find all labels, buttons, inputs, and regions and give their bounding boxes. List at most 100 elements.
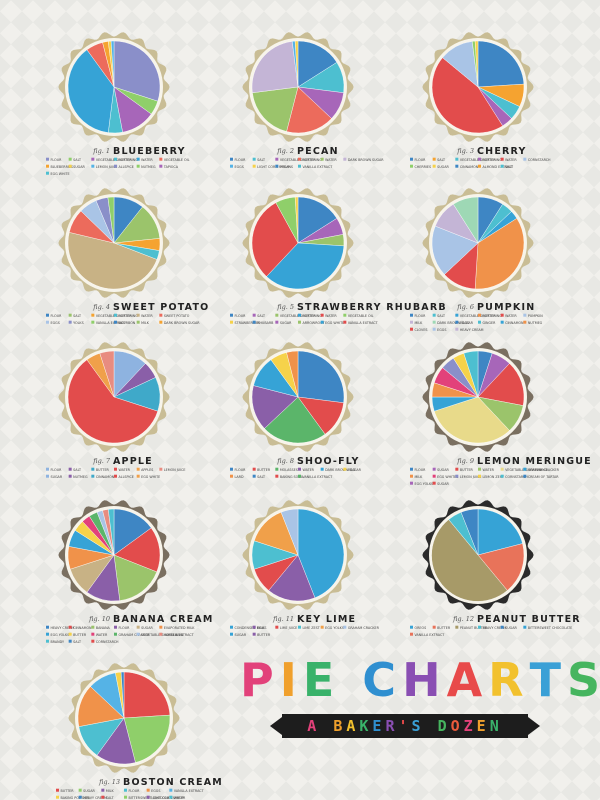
pie-slice [107, 196, 115, 244]
legend-swatch [91, 164, 95, 168]
legend-entry: SUGAR [83, 789, 95, 793]
legend-swatch [114, 632, 117, 636]
legend-swatch [478, 474, 481, 478]
legend-swatch [114, 474, 117, 478]
pie-slice [431, 225, 479, 275]
legend-swatch [410, 327, 413, 331]
pie-slice [297, 40, 338, 88]
legend-swatch [343, 313, 347, 317]
legend-swatch [432, 467, 436, 471]
subtitle-letter [425, 714, 438, 738]
pie-slice [294, 196, 299, 244]
title-letter: P [240, 653, 280, 707]
legend-entry: WATER [325, 314, 337, 318]
legend-swatch [500, 320, 504, 324]
legend-swatch [343, 157, 347, 161]
legend-swatch [136, 632, 140, 636]
legend-entry: MILK [415, 475, 424, 479]
legend-entry: CORNSTARCH [505, 475, 528, 479]
legend-swatch [523, 157, 527, 161]
legend-entry: ALLSPICE [119, 165, 134, 169]
legend-entry: SUGAR [235, 633, 247, 637]
legend-swatch [136, 625, 140, 629]
legend-swatch [68, 467, 72, 471]
legend-swatch [46, 320, 49, 324]
subtitle-letter: A [346, 717, 360, 735]
legend-entry: GRAHAM CRACKER [348, 626, 380, 630]
legend-swatch [410, 467, 413, 471]
legend-swatch [114, 157, 117, 161]
legend-entry: CREAM OF TARTAR [528, 475, 559, 479]
legend-swatch [46, 313, 49, 317]
legend-entry: VEGETABLE SHORTENING [460, 314, 502, 318]
legend-swatch [500, 157, 504, 161]
legend-swatch [68, 164, 72, 168]
title-letter: S [566, 653, 600, 707]
legend-entry: BUTTER [119, 158, 133, 162]
legend-entry: VEGETABLE SHORTENING [280, 158, 322, 162]
legend-entry: LARD [235, 475, 244, 479]
legend-entry: EGGS [257, 626, 266, 630]
legend-swatch [320, 320, 324, 324]
legend-swatch [124, 788, 127, 792]
legend-entry: VEGETABLE SHORTENING [460, 158, 502, 162]
subtitle-letter: ' [398, 717, 412, 735]
legend-entry: SALT [73, 158, 82, 162]
legend-entry: VANILLA EXTRACT [348, 321, 379, 325]
legend-swatch [230, 313, 233, 317]
legend-entry: FLOUR [235, 468, 247, 472]
subtitle-letter: Z [463, 717, 477, 735]
legend-swatch [101, 795, 105, 799]
pie-slice [108, 508, 115, 556]
legend-entry: FLOUR [415, 314, 427, 318]
legend-entry: YOLKS [73, 321, 84, 325]
pie-title: CHERRY [477, 146, 527, 157]
pie-slice [264, 396, 326, 444]
legend-swatch [500, 467, 504, 471]
legend-swatch [298, 467, 301, 471]
pie-slice [67, 359, 159, 444]
legend-entry: WATER [96, 633, 108, 637]
legend-swatch [91, 625, 95, 629]
poster-title-block: PIE CHARTS A BAKER'S DOZEN [240, 652, 600, 750]
legend-entry: FLOUR [129, 789, 141, 793]
legend-swatch [91, 313, 95, 317]
legend-swatch [410, 474, 413, 478]
pie-slice [99, 350, 115, 398]
legend-swatch [432, 164, 436, 168]
legend-entry: WATER [505, 158, 517, 162]
legend-swatch [46, 157, 49, 161]
legend-entry: FLOUR [51, 158, 63, 162]
legend-swatch [91, 320, 95, 324]
legend-swatch [68, 320, 72, 324]
legend-entry: PUMPKIN [528, 314, 543, 318]
legend-swatch [252, 320, 256, 324]
legend-entry: EVAPORATED MILK [164, 626, 195, 630]
legend-swatch [410, 632, 413, 636]
legend-entry: EGG WHITE [325, 321, 344, 325]
legend-swatch [343, 320, 347, 324]
legend-entry: VANILLA EXTRACT [96, 321, 127, 325]
legend-swatch [523, 474, 527, 478]
legend-entry: FLOUR [235, 158, 247, 162]
legend-swatch [455, 625, 459, 629]
pie-title: PECAN [297, 146, 339, 157]
legend-swatch [500, 164, 504, 168]
pie-slice [251, 385, 299, 429]
legend-entry: SALT [505, 165, 514, 169]
legend-entry: BAKING SODA [280, 475, 304, 479]
legend-swatch [114, 164, 117, 168]
legend-swatch [252, 157, 256, 161]
legend-swatch [46, 467, 49, 471]
legend-swatch [298, 320, 301, 324]
legend-swatch [68, 625, 72, 629]
legend-swatch [46, 164, 49, 168]
legend-swatch [410, 320, 413, 324]
legend-swatch [230, 157, 233, 161]
pie-slice [286, 86, 332, 134]
legend-swatch [159, 632, 163, 636]
pie-chart-1: fig. 1 BLUEBERRY FLOUR SALT VEGETABLE SHORTE… [46, 32, 190, 176]
legend-entry: MILK [415, 321, 424, 325]
legend-entry: EGGS [437, 328, 446, 332]
legend-entry: EGGS [51, 321, 60, 325]
